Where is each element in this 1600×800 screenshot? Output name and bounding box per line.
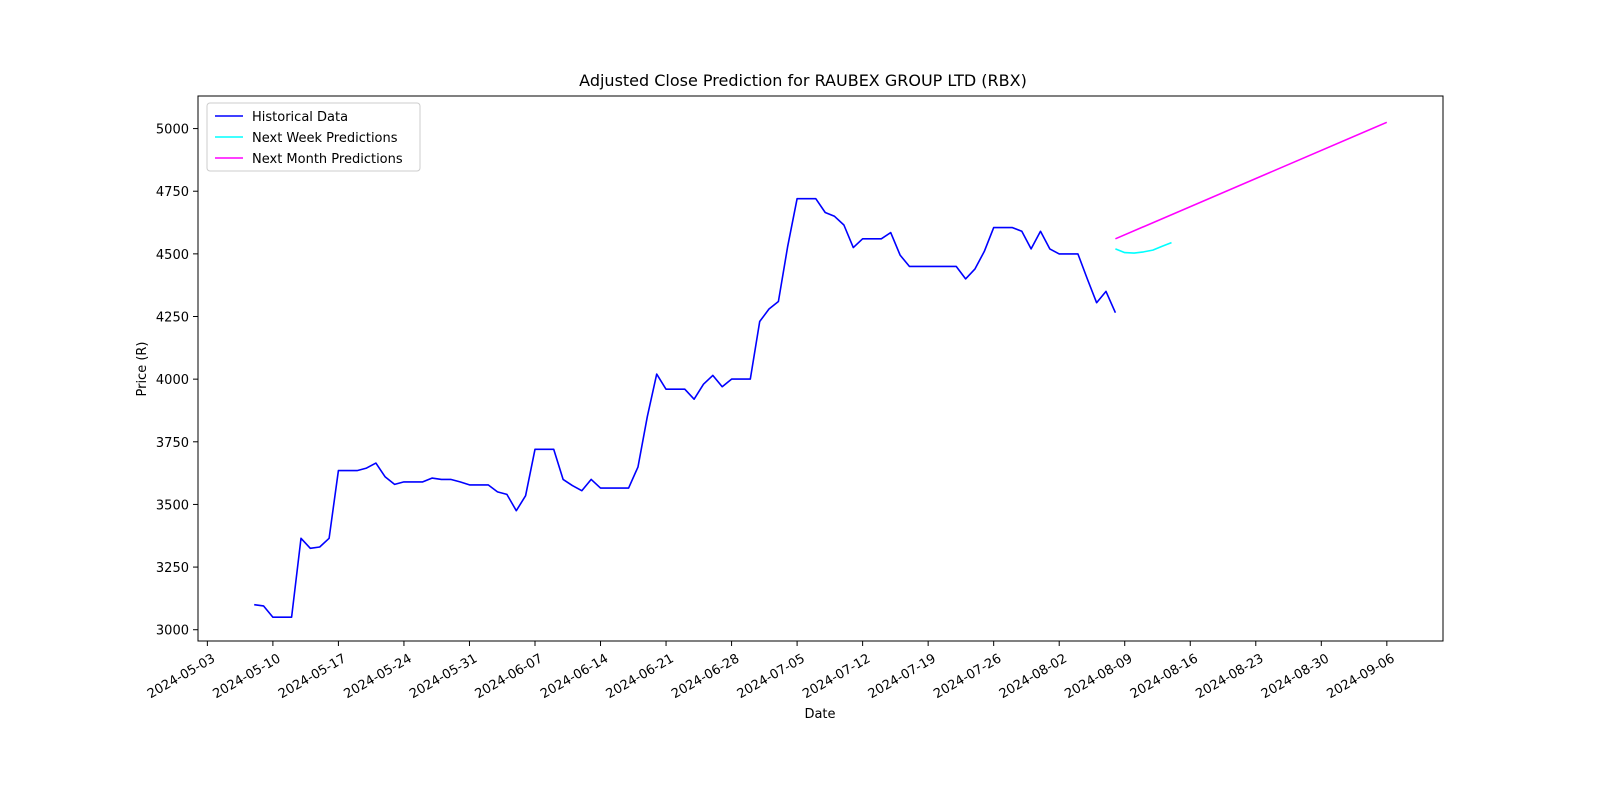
y-tick-label: 4250 [156,311,189,326]
y-tick-label: 3500 [156,498,189,513]
series-line-2 [1115,241,1172,254]
y-tick-label: 3000 [156,624,189,639]
y-tick-label: 3250 [156,561,189,576]
legend-label: Next Week Predictions [252,131,398,146]
series-line-3 [1115,121,1388,240]
y-axis: 3000 3250 3500 3750 4000 4250 4500 4750 5000 [156,123,198,639]
y-tick-label: 5000 [156,123,189,138]
y-tick-label: 4000 [156,373,189,388]
x-axis-label: Date [804,707,835,722]
y-tick-label: 3750 [156,436,189,451]
plot-frame [197,95,1444,642]
y-axis-label: Price (R) [135,341,150,396]
series-line-1 [254,197,1117,619]
chart-title: Adjusted Close Prediction for RAUBEX GRO… [579,71,1027,90]
legend: Historical Data Next Week Predictions Next… [206,102,421,172]
legend-label: Historical Data [252,110,348,125]
legend-label: Next Month Predictions [252,152,403,167]
y-tick-label: 4750 [156,185,189,200]
legend-box [206,102,421,172]
y-tick-label: 4500 [156,248,189,263]
series-layer [254,121,1388,619]
